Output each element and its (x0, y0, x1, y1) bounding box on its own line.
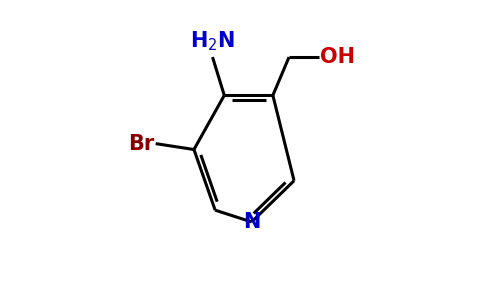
Text: OH: OH (320, 47, 355, 67)
Text: Br: Br (128, 134, 154, 154)
Text: N: N (243, 212, 260, 232)
Text: H$_2$N: H$_2$N (190, 29, 235, 52)
